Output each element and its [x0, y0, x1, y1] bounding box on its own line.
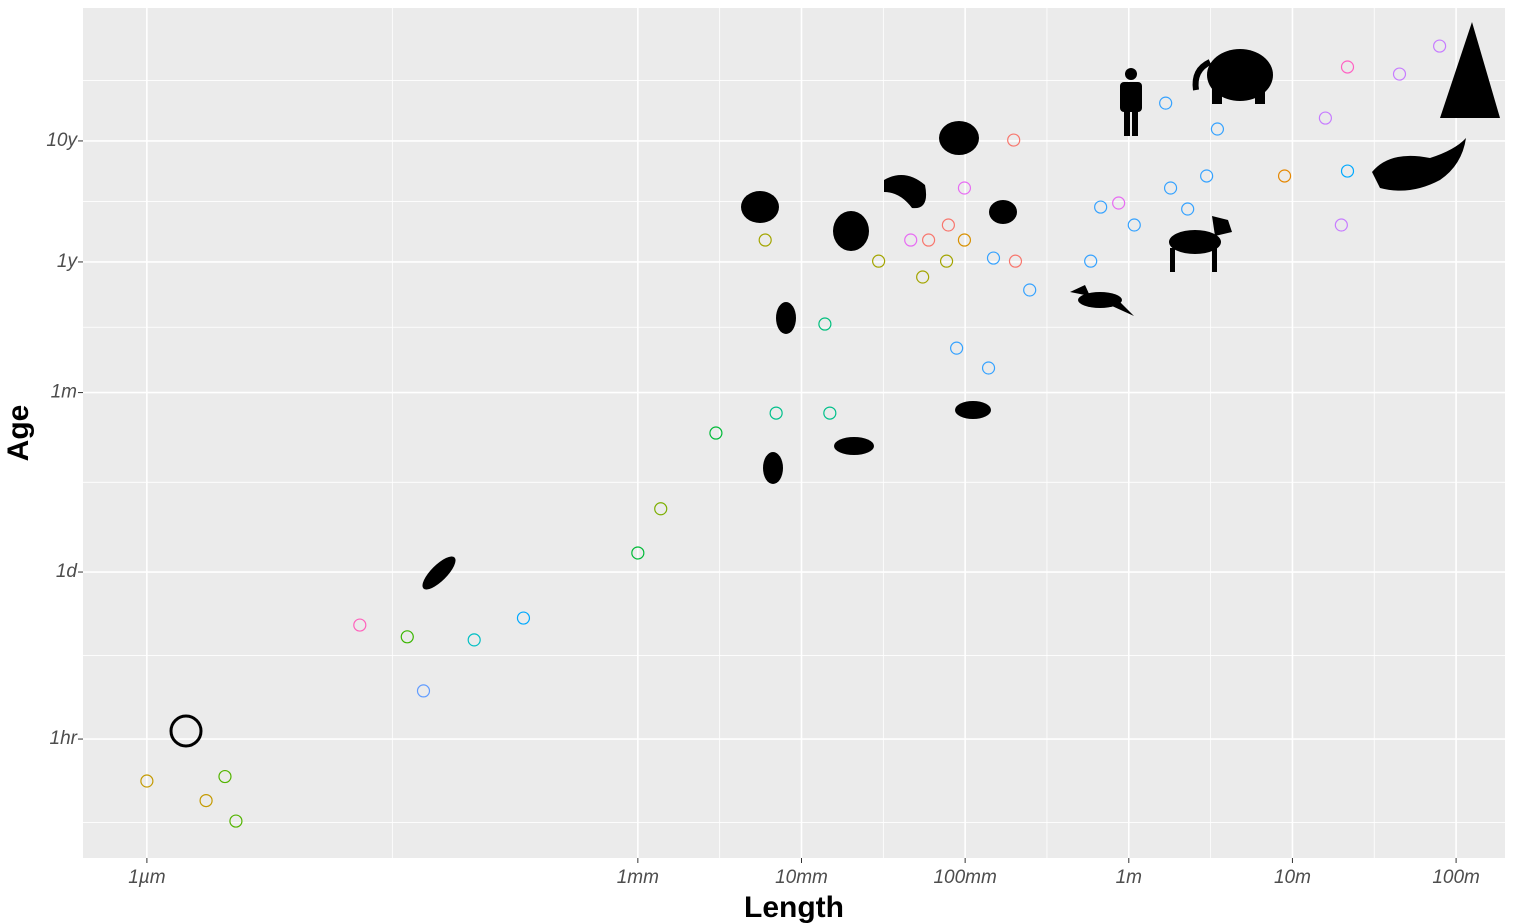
point — [140, 774, 154, 788]
y-tick-label: 10y — [46, 130, 78, 151]
frog-icon — [989, 200, 1017, 224]
x-tick-label: 100mm — [933, 867, 996, 888]
point — [1277, 169, 1292, 183]
point — [353, 618, 367, 632]
whale-icon — [1372, 138, 1466, 191]
x-axis-title: Length — [744, 891, 844, 924]
point — [1084, 254, 1098, 268]
point — [1007, 133, 1021, 147]
point — [229, 814, 243, 828]
point — [1210, 122, 1225, 136]
point — [1127, 218, 1141, 232]
y-tick-label: 1y — [57, 251, 79, 272]
point — [709, 426, 723, 440]
fly-icon — [763, 452, 783, 484]
point — [1094, 200, 1108, 214]
point — [921, 233, 936, 247]
tree-icon — [1440, 22, 1500, 118]
point — [1163, 181, 1178, 195]
x-tick-label: 1µm — [128, 867, 165, 888]
rat-icon — [955, 401, 991, 419]
icons — [169, 22, 1500, 748]
point — [1023, 283, 1037, 297]
moose-icon — [1169, 216, 1232, 272]
turtle-icon — [939, 121, 979, 155]
point — [769, 406, 783, 420]
point — [1433, 39, 1447, 53]
x-tick-label: 100m — [1432, 867, 1480, 888]
point — [1340, 164, 1355, 178]
plot-panel — [83, 8, 1505, 858]
points — [140, 39, 1447, 828]
point — [986, 251, 1001, 265]
point — [631, 546, 645, 560]
point — [981, 361, 996, 375]
point — [758, 233, 772, 247]
point — [654, 502, 668, 516]
y-tick-label: 1m — [51, 382, 77, 403]
point — [218, 769, 232, 784]
point — [823, 406, 837, 420]
y-axis-title: Age — [2, 405, 35, 462]
point — [1008, 254, 1023, 268]
x-tick-label: 1mm — [617, 867, 659, 888]
x-tick-label: 10m — [1274, 867, 1311, 888]
point — [1200, 169, 1214, 183]
y-tick-label: 1d — [56, 561, 79, 582]
point — [957, 233, 972, 247]
human-icon — [1120, 68, 1142, 136]
point — [1318, 111, 1333, 125]
point — [916, 270, 930, 284]
point — [1112, 196, 1126, 210]
elephant-icon — [1192, 49, 1273, 104]
point — [199, 794, 213, 808]
point — [1340, 60, 1355, 74]
point — [950, 341, 964, 355]
x-tick-label: 1m — [1116, 867, 1142, 888]
point — [904, 233, 918, 247]
point — [416, 684, 431, 698]
chameleon-icon — [884, 175, 927, 209]
cell-icon — [169, 714, 203, 748]
fox-icon — [1070, 285, 1134, 316]
clam-icon — [741, 191, 779, 223]
point — [818, 317, 832, 331]
paramecium-icon — [422, 556, 456, 590]
point — [1334, 218, 1348, 232]
oyster-icon — [833, 211, 869, 251]
point — [957, 181, 972, 195]
point — [1392, 67, 1407, 81]
point — [872, 254, 886, 268]
point — [467, 633, 481, 647]
fly-icon — [776, 302, 796, 334]
point — [400, 630, 414, 644]
point — [939, 254, 954, 268]
grid — [83, 8, 1505, 858]
point — [1159, 96, 1173, 110]
wasp-icon — [834, 437, 874, 455]
y-tick-label: 1hr — [50, 728, 78, 749]
point — [1181, 202, 1195, 216]
point — [516, 611, 531, 625]
point — [941, 218, 955, 232]
x-tick-label: 10mm — [775, 867, 828, 888]
